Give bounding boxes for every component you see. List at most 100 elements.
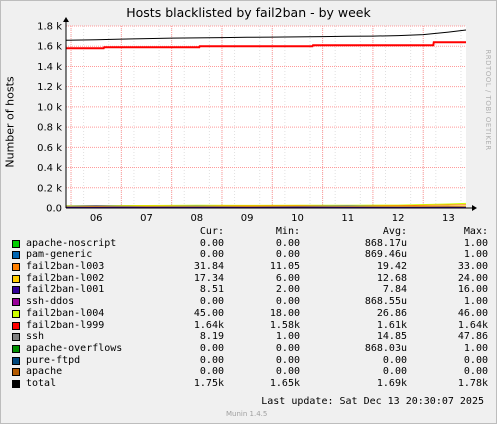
legend-avg: 12.68 bbox=[376, 272, 407, 284]
legend-swatch-apache bbox=[12, 368, 20, 377]
legend-avg: 868.55u bbox=[364, 296, 407, 308]
legend: Cur: Min: Avg: Max: apache-noscript 0.00 0… bbox=[12, 226, 492, 390]
legend-max: 46.00 bbox=[457, 307, 488, 319]
legend-header-min: Min: bbox=[275, 226, 300, 237]
legend-cur: 0.00 bbox=[199, 342, 224, 354]
legend-max: 24.00 bbox=[457, 272, 488, 284]
series-line-fail2ban-l004 bbox=[65, 202, 467, 207]
munin-version: Munin 1.4.5 bbox=[226, 410, 268, 418]
legend-max: 1.00 bbox=[463, 342, 488, 354]
legend-row-fail2ban-l999: fail2ban-l999 1.64k 1.58k 1.61k 1.64k bbox=[12, 320, 492, 332]
legend-min: 0.00 bbox=[275, 249, 300, 261]
y-tick-label: 1.4 k bbox=[37, 62, 62, 73]
legend-max: 0.00 bbox=[463, 366, 488, 378]
legend-row-pure-ftpd: pure-ftpd 0.00 0.00 0.00 0.00 bbox=[12, 355, 492, 367]
legend-min: 0.00 bbox=[275, 366, 300, 378]
chart-title: Hosts blacklisted by fail2ban - by week bbox=[126, 5, 371, 20]
legend-cur: 8.51 bbox=[199, 284, 224, 296]
legend-row-fail2ban-l004: fail2ban-l004 45.00 18.00 26.86 46.00 bbox=[12, 308, 492, 320]
legend-cur: 31.84 bbox=[193, 261, 224, 273]
legend-swatch-pure-ftpd bbox=[12, 356, 20, 365]
legend-swatch-total bbox=[12, 379, 20, 388]
y-tick-label: 1.0 k bbox=[37, 102, 62, 113]
legend-max: 33.00 bbox=[457, 261, 488, 273]
legend-min: 6.00 bbox=[275, 272, 300, 284]
legend-max: 1.78k bbox=[457, 377, 488, 389]
legend-min: 18.00 bbox=[269, 307, 300, 319]
x-tick-label: 12 bbox=[392, 213, 405, 224]
legend-avg: 869.46u bbox=[364, 249, 407, 261]
legend-max: 0.00 bbox=[463, 354, 488, 366]
legend-max: 16.00 bbox=[457, 284, 488, 296]
legend-row-ssh: ssh 8.19 1.00 14.85 47.86 bbox=[12, 331, 492, 343]
x-tick-label: 11 bbox=[341, 213, 354, 224]
legend-min: 1.58k bbox=[269, 319, 300, 331]
legend-name: fail2ban-l999 bbox=[26, 319, 105, 331]
legend-row-apache-noscript: apache-noscript 0.00 0.00 868.17u 1.00 bbox=[12, 238, 492, 250]
legend-name: fail2ban-l002 bbox=[26, 272, 105, 284]
legend-max: 1.64k bbox=[457, 319, 488, 331]
legend-swatch-fail2ban-l001 bbox=[12, 286, 20, 295]
y-tick-label: 1.6 k bbox=[37, 42, 62, 53]
legend-name: total bbox=[26, 377, 57, 389]
y-axis-arrow bbox=[63, 17, 69, 22]
legend-max: 47.86 bbox=[457, 331, 488, 343]
legend-avg: 0.00 bbox=[382, 366, 407, 378]
legend-row-apache: apache 0.00 0.00 0.00 0.00 bbox=[12, 366, 492, 378]
legend-cur: 1.75k bbox=[193, 377, 224, 389]
legend-name: apache-noscript bbox=[26, 237, 117, 249]
legend-avg: 7.84 bbox=[382, 284, 407, 296]
legend-avg: 26.86 bbox=[376, 307, 407, 319]
legend-avg: 1.69k bbox=[376, 377, 407, 389]
legend-avg: 1.61k bbox=[376, 319, 407, 331]
legend-name: ssh bbox=[26, 331, 45, 343]
legend-cur: 0.00 bbox=[199, 237, 224, 249]
legend-min: 11.05 bbox=[269, 261, 300, 273]
legend-cur: 0.00 bbox=[199, 296, 224, 308]
legend-max: 1.00 bbox=[463, 249, 488, 261]
y-tick-label: 0.2 k bbox=[37, 183, 62, 194]
legend-rows: apache-noscript 0.00 0.00 868.17u 1.00 pam-ge… bbox=[12, 238, 492, 390]
legend-swatch-fail2ban-l004 bbox=[12, 309, 20, 318]
legend-row-apache-overflows: apache-overflows 0.00 0.00 868.03u 1.00 bbox=[12, 343, 492, 355]
legend-avg: 868.03u bbox=[364, 342, 407, 354]
y-tick-label: 1.2 k bbox=[37, 82, 62, 93]
legend-swatch-pam-generic bbox=[12, 251, 20, 260]
legend-row-total: total 1.75k 1.65k 1.69k 1.78k bbox=[12, 378, 492, 390]
series-line-total bbox=[65, 29, 467, 41]
legend-min: 0.00 bbox=[275, 296, 300, 308]
legend-avg: 14.85 bbox=[376, 331, 407, 343]
x-axis-arrow bbox=[472, 205, 477, 211]
legend-header: Cur: Min: Avg: Max: bbox=[12, 226, 492, 238]
legend-header-max: Max: bbox=[463, 226, 488, 237]
legend-name: fail2ban-l001 bbox=[26, 284, 105, 296]
x-tick-label: 09 bbox=[241, 213, 254, 224]
legend-cur: 17.34 bbox=[193, 272, 224, 284]
legend-name: pam-generic bbox=[26, 249, 93, 261]
legend-min: 2.00 bbox=[275, 284, 300, 296]
legend-avg: 0.00 bbox=[382, 354, 407, 366]
legend-row-fail2ban-l001: fail2ban-l001 8.51 2.00 7.84 16.00 bbox=[12, 284, 492, 296]
legend-row-pam-generic: pam-generic 0.00 0.00 869.46u 1.00 bbox=[12, 249, 492, 261]
legend-header-cur: Cur: bbox=[199, 226, 224, 237]
legend-swatch-ssh-ddos bbox=[12, 298, 20, 307]
legend-cur: 1.64k bbox=[193, 319, 224, 331]
x-tick-label: 13 bbox=[442, 213, 455, 224]
y-tick-label: 1.8 k bbox=[37, 22, 62, 33]
legend-swatch-fail2ban-l003 bbox=[12, 263, 20, 272]
legend-swatch-fail2ban-l999 bbox=[12, 321, 20, 330]
legend-name: fail2ban-l004 bbox=[26, 307, 105, 319]
series-line-fail2ban-l999 bbox=[66, 41, 466, 50]
legend-swatch-ssh bbox=[12, 333, 20, 342]
legend-avg: 868.17u bbox=[364, 237, 407, 249]
y-tick-label: 0.0 bbox=[46, 204, 62, 215]
x-tick-label: 08 bbox=[190, 213, 203, 224]
legend-row-fail2ban-l003: fail2ban-l003 31.84 11.05 19.42 33.00 bbox=[12, 261, 492, 273]
chart-svg: 0.0 0.2 k 0.4 k 0.6 k 0.8 k 1.0 k 1.2 k 1.4 k 1.… bbox=[37, 17, 477, 224]
y-tick-label: 0.6 k bbox=[37, 143, 62, 154]
legend-max: 1.00 bbox=[463, 237, 488, 249]
legend-min: 0.00 bbox=[275, 237, 300, 249]
legend-name: apache bbox=[26, 366, 63, 378]
legend-cur: 0.00 bbox=[199, 354, 224, 366]
y-tick-label: 0.4 k bbox=[37, 163, 62, 174]
